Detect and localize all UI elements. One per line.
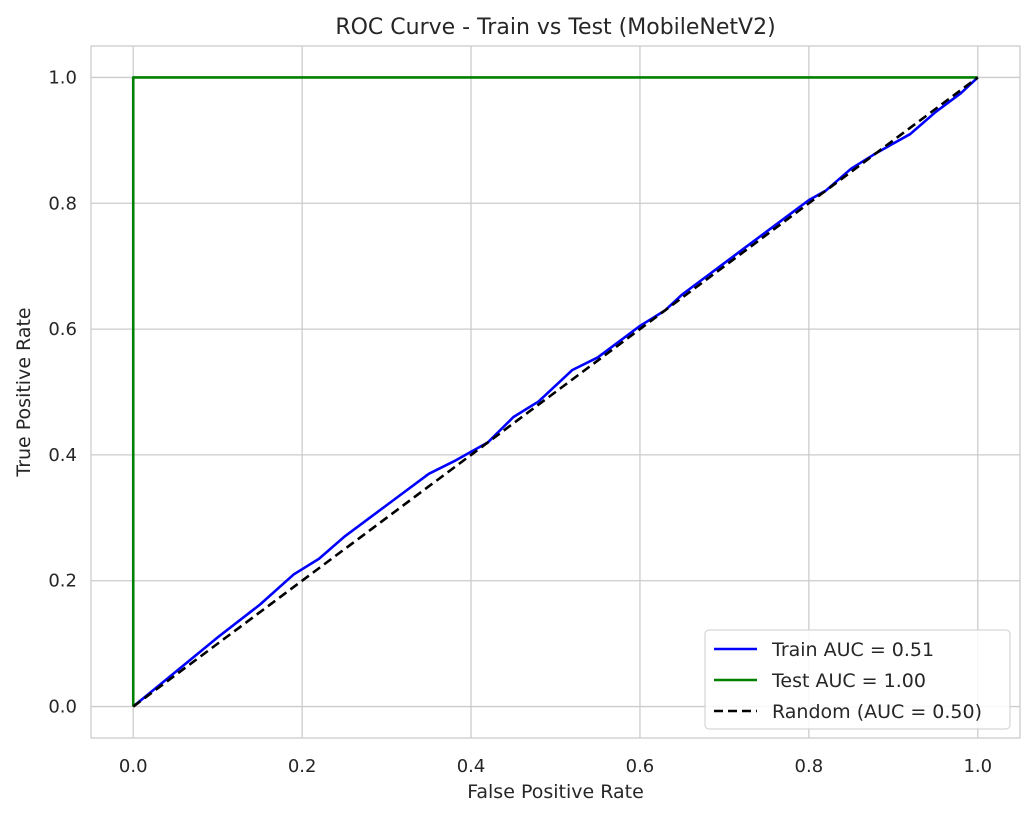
y-tick-label: 1.0 [48,67,77,88]
chart-title: ROC Curve - Train vs Test (MobileNetV2) [335,15,775,40]
legend-box [704,629,1011,730]
plot-frame [90,45,1021,739]
legend: Train AUC = 0.51 Test AUC = 1.00 Random (A… [704,629,1011,730]
x-tick-label: 1.0 [963,756,992,777]
y-tick-label: 0.2 [48,571,77,592]
y-tick-label: 0.8 [48,193,77,214]
x-axis-label: False Positive Rate [467,781,644,803]
x-tick-label: 0.8 [795,756,824,777]
y-axis-label: True Positive Rate [13,307,35,477]
x-tick-label: 0.0 [119,756,148,777]
random-baseline-line [132,76,979,708]
x-tick-label: 0.4 [457,756,486,777]
legend-entry-random-label: Random (AUC = 0.50) [772,701,982,723]
y-tick-label: 0.0 [48,697,77,718]
y-tick-label: 0.4 [48,445,77,466]
tick-labels: 0.0 0.2 0.4 0.6 0.8 1.0 0.0 0.2 0.4 0.6 0.8 1.0 [48,67,992,777]
y-tick-label: 0.6 [48,319,77,340]
grid [91,46,1020,738]
train-roc-line [132,76,979,708]
x-tick-label: 0.6 [626,756,655,777]
x-tick-label: 0.2 [288,756,317,777]
legend-entry-train-label: Train AUC = 0.51 [771,639,934,661]
legend-entry-test-label: Test AUC = 1.00 [771,670,926,692]
test-roc-line [131,76,978,707]
series-group [131,76,979,708]
